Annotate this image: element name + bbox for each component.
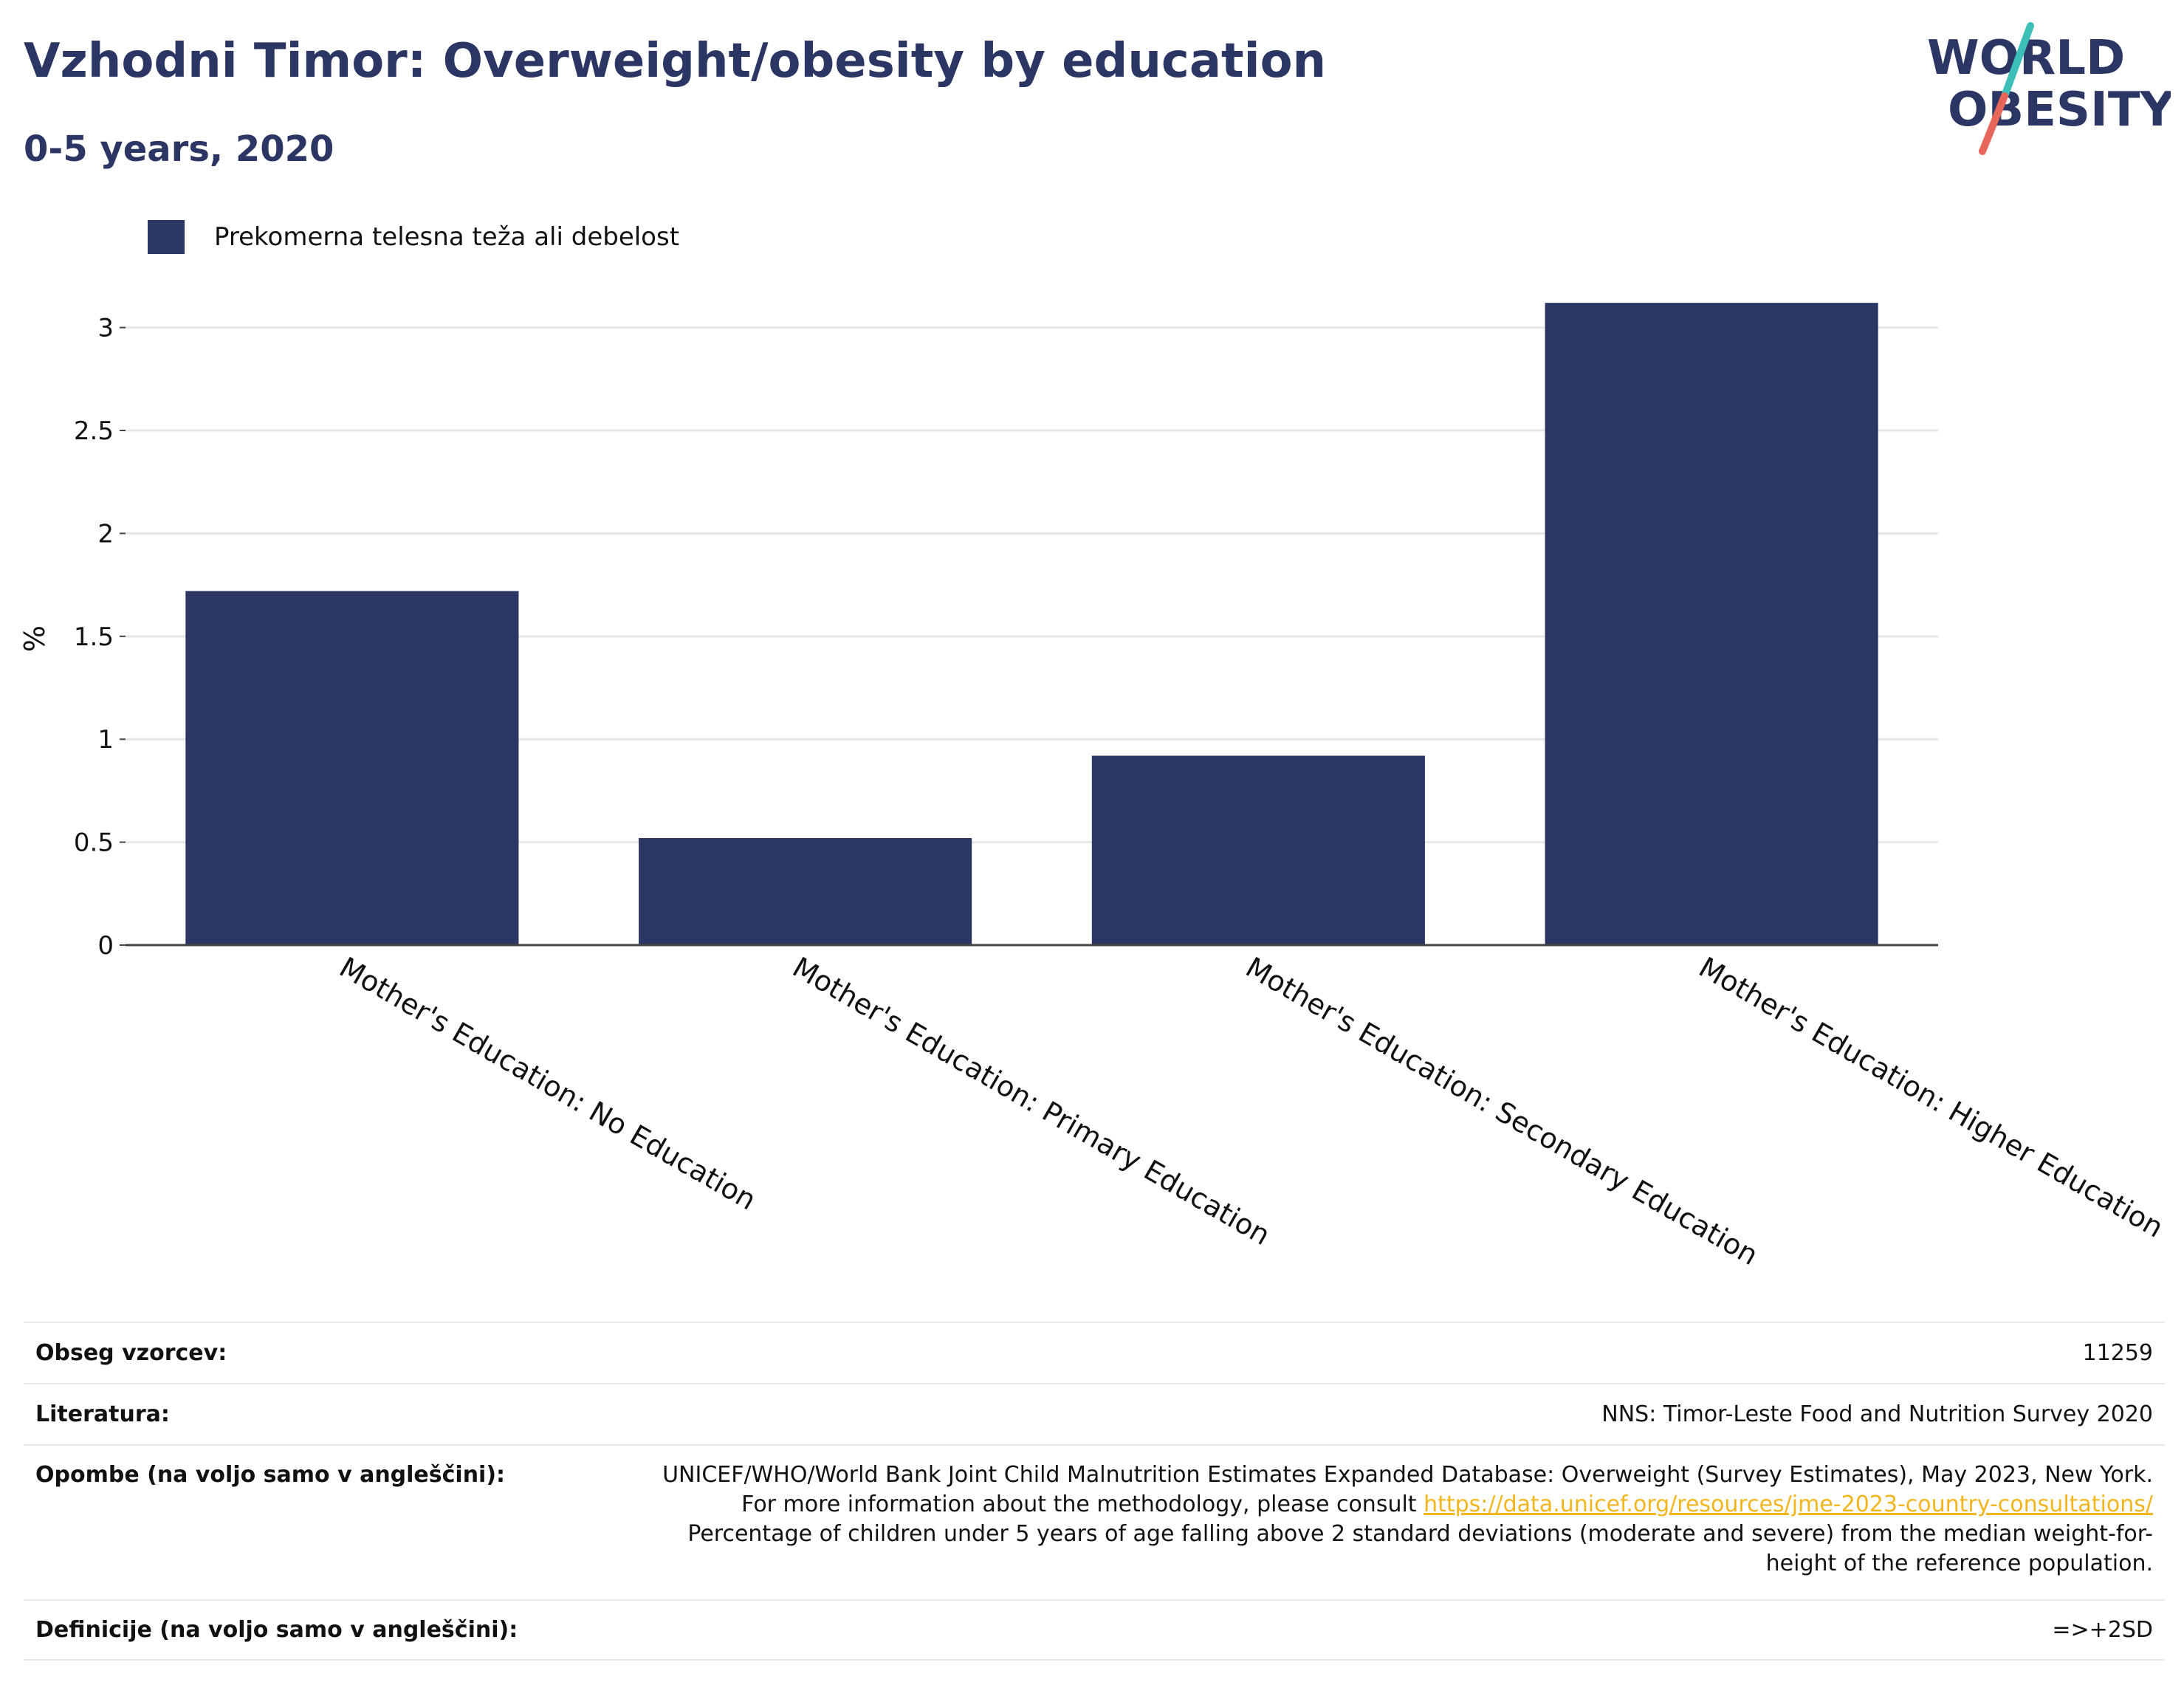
y-tick-label: 3	[97, 314, 114, 343]
meta-row-notes: Opombe (na voljo samo v angleščini): UNI…	[24, 1444, 2165, 1599]
y-tick-label: 2	[97, 519, 114, 549]
y-tick-label: 0	[97, 931, 114, 961]
world-obesity-logo: WORLD OBESITY	[1927, 22, 2171, 155]
legend-label: Prekomerna telesna teža ali debelost	[214, 222, 680, 252]
x-tick-label: Mother's Education: No Education	[334, 951, 761, 1217]
legend-swatch	[148, 220, 185, 254]
notes-label: Opombe (na voljo samo v angleščini):	[35, 1462, 506, 1488]
notes-value: UNICEF/WHO/World Bank Joint Child Malnut…	[639, 1460, 2153, 1579]
bar	[1545, 303, 1878, 945]
logo-slash-top	[2001, 22, 2034, 100]
notes-link[interactable]: https://data.unicef.org/resources/jme-20…	[1424, 1491, 2153, 1517]
bar-chart: 0 0.5 1 1.5 2 2.5 3 Mother's Education: No Edu…	[18, 303, 2169, 1272]
literature-value: NNS: Timor-Leste Food and Nutrition Surv…	[1601, 1401, 2153, 1427]
chart-subtitle: 0-5 years, 2020	[24, 128, 334, 170]
logo-slash-bottom	[1979, 92, 2008, 155]
logo-line2: OBESITY	[1948, 83, 2171, 137]
definitions-value: =>+2SD	[2052, 1617, 2153, 1643]
chart-title: Vzhodni Timor: Overweight/obesity by edu…	[24, 34, 1327, 89]
y-tick-label: 1	[97, 725, 114, 755]
y-tick-label: 2.5	[74, 416, 114, 446]
legend[interactable]: Prekomerna telesna teža ali debelost	[148, 219, 679, 255]
meta-row-literature: Literatura: NNS: Timor-Leste Food and Nu…	[24, 1383, 2165, 1444]
metadata-table: Obseg vzorcev: 11259 Literatura: NNS: Ti…	[24, 1322, 2165, 1661]
y-axis-label: %	[18, 625, 51, 652]
meta-row-definitions: Definicije (na voljo samo v angleščini):…	[24, 1599, 2165, 1661]
literature-label: Literatura:	[35, 1401, 170, 1427]
bar	[1091, 755, 1425, 945]
x-axis-ticks: Mother's Education: No Education Mother's…	[126, 944, 2169, 1272]
y-tick-label: 0.5	[74, 828, 114, 858]
meta-row-sample: Obseg vzorcev: 11259	[24, 1322, 2165, 1383]
notes-text-2: Percentage of children under 5 years of …	[687, 1521, 2153, 1576]
bar	[185, 591, 519, 945]
x-tick-label: Mother's Education: Secondary Education	[1240, 951, 1764, 1272]
bar	[639, 838, 972, 945]
sample-value: 11259	[2082, 1340, 2153, 1366]
y-tick-label: 1.5	[74, 622, 114, 652]
bars	[185, 303, 1878, 945]
sample-label: Obseg vzorcev:	[35, 1340, 227, 1366]
notes-text-1: UNICEF/WHO/World Bank Joint Child Malnut…	[662, 1462, 2153, 1517]
definitions-label: Definicije (na voljo samo v angleščini):	[35, 1617, 518, 1643]
y-axis-ticks: 0 0.5 1 1.5 2 2.5 3	[74, 314, 126, 961]
x-tick-label: Mother's Education: Higher Education	[1694, 951, 2169, 1244]
x-tick-label: Mother's Education: Primary Education	[787, 951, 1276, 1252]
